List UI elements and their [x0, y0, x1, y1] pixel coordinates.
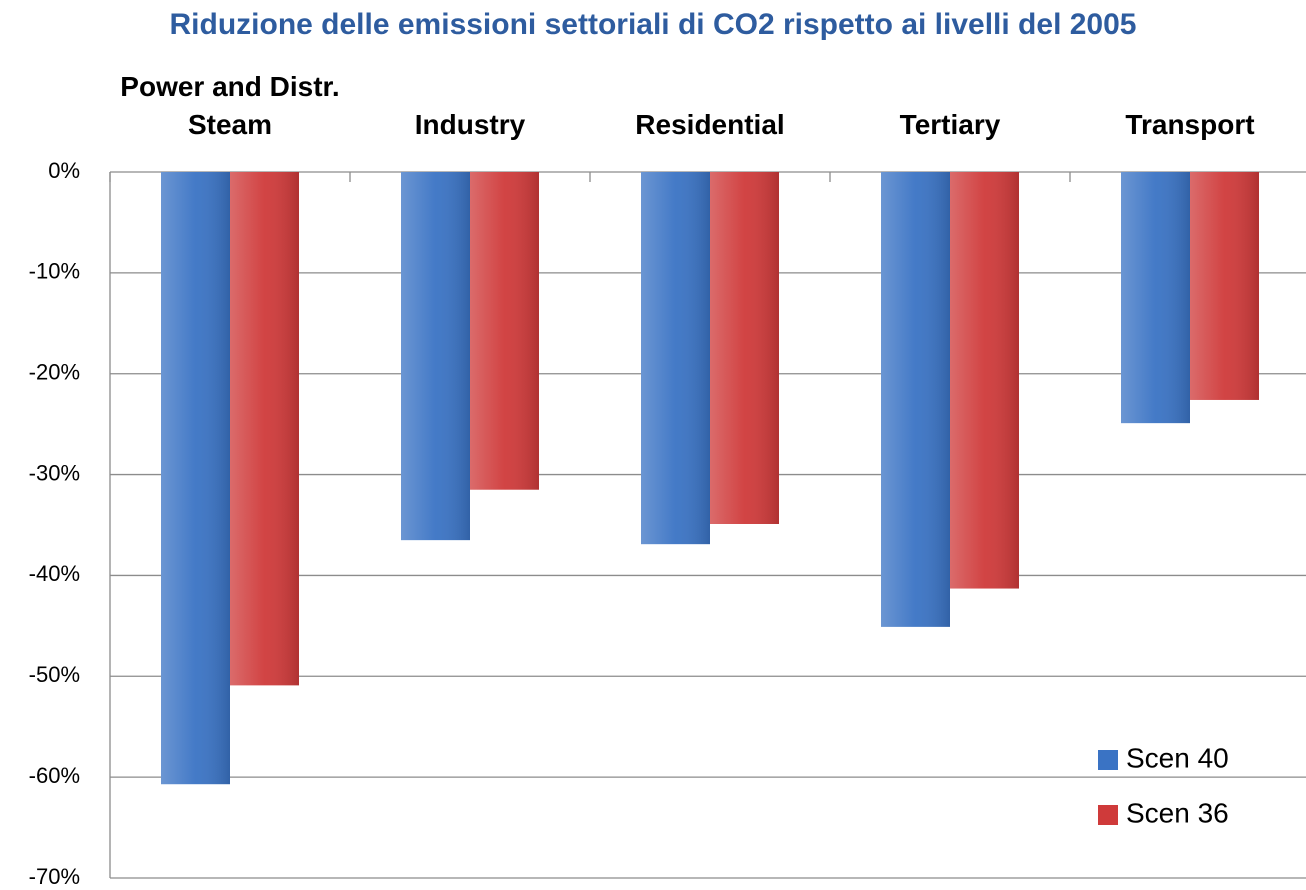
- y-tick-label: -10%: [29, 259, 80, 284]
- bar-shine: [401, 172, 470, 541]
- y-tick-label: -30%: [29, 460, 80, 485]
- y-tick-label: -20%: [29, 360, 80, 385]
- bar-shine: [710, 172, 779, 524]
- x-tick-label: Tertiary: [899, 109, 1001, 140]
- bar-shine: [470, 172, 539, 490]
- legend-label: Scen 40: [1126, 742, 1229, 773]
- y-tick-label: -40%: [29, 561, 80, 586]
- bar-shine: [1121, 172, 1190, 424]
- y-tick-label: 0%: [48, 158, 80, 183]
- x-tick-label: Transport: [1125, 109, 1255, 140]
- bar-shine: [1190, 172, 1259, 400]
- bar-shine: [881, 172, 950, 627]
- x-tick-label: Residential: [635, 109, 785, 140]
- y-tick-label: -60%: [29, 763, 80, 788]
- x-tick-label: Power and Distr. Steam: [120, 71, 340, 140]
- bar-shine: [950, 172, 1019, 589]
- bar-shine: [641, 172, 710, 545]
- bar-shine: [161, 172, 230, 785]
- legend-swatch: [1098, 805, 1118, 825]
- legend-label: Scen 36: [1126, 797, 1229, 828]
- legend-swatch: [1098, 750, 1118, 770]
- chart-title: Riduzione delle emissioni settoriali di …: [169, 8, 1137, 41]
- bar-shine: [230, 172, 299, 686]
- x-tick-label: Industry: [414, 109, 526, 140]
- y-tick-label: -70%: [29, 864, 80, 889]
- y-tick-label: -50%: [29, 662, 80, 687]
